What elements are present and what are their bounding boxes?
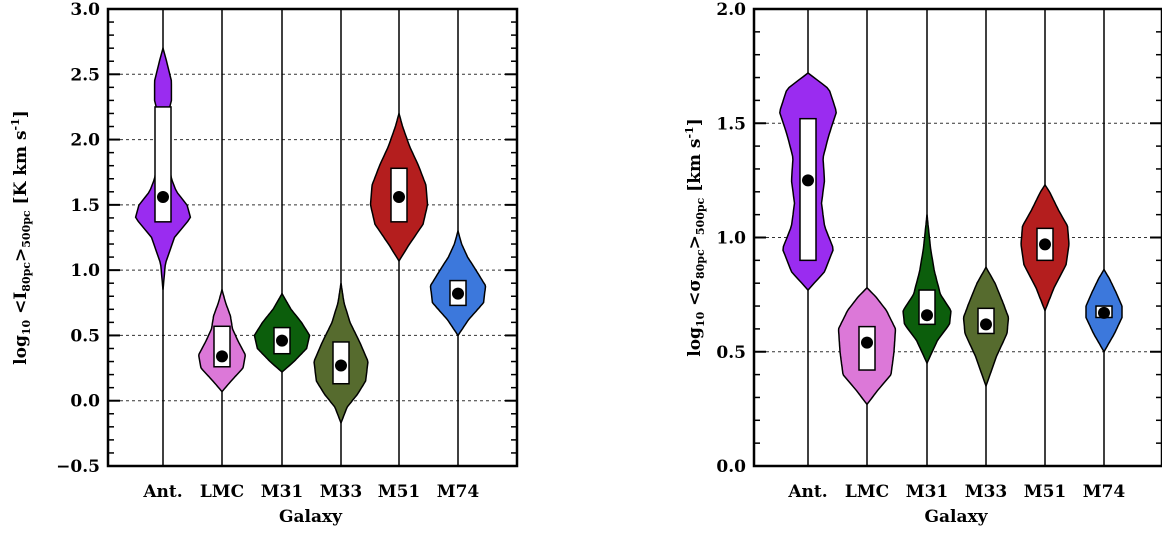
x-axis-title: Galaxy (279, 507, 343, 527)
y-axis-title: log10 <σ80pc>500pc [km s-1] (683, 118, 707, 357)
ytick-label: 2.0 (70, 131, 100, 151)
category-label: M31 (261, 482, 303, 502)
category-label: M33 (965, 482, 1007, 502)
violin-lmc (198, 9, 246, 466)
ytick-label: 0.5 (716, 343, 746, 363)
y-axis-title: log10 <I80pc>500pc [K km s-1] (9, 110, 33, 365)
category-label: M74 (437, 482, 480, 502)
category-label: M33 (320, 482, 362, 502)
category-label: M51 (378, 482, 420, 502)
category-label: M74 (1083, 482, 1126, 502)
iqr-box (799, 117, 817, 262)
category-label: Ant. (142, 482, 182, 502)
median-dot (157, 191, 169, 204)
median-dot (1098, 306, 1110, 319)
ytick-label: 0.5 (70, 326, 100, 346)
ytick-label: 2.5 (70, 65, 100, 85)
ytick-label: 1.0 (70, 261, 100, 281)
median-dot (452, 287, 464, 300)
violin-m31 (902, 9, 952, 466)
violin-body (902, 214, 952, 366)
violin-ant (134, 9, 192, 466)
median-dot (335, 359, 347, 372)
ytick-label: 0.0 (716, 457, 746, 477)
median-dot (216, 350, 228, 363)
category-label: M31 (906, 482, 948, 502)
median-dot (276, 334, 288, 347)
violin-m74 (1085, 9, 1123, 466)
violin-m33 (962, 9, 1010, 466)
plot-frame (106, 7, 519, 468)
violin-m33 (313, 9, 369, 466)
violin-m51 (1020, 9, 1070, 466)
median-dot (980, 318, 992, 331)
ytick-label: 1.5 (716, 114, 746, 134)
category-label: M51 (1024, 482, 1066, 502)
ytick-label: −0.5 (56, 457, 100, 477)
median-dot (861, 336, 873, 349)
violin-lmc (837, 9, 897, 466)
ytick-label: 1.0 (716, 229, 746, 249)
median-dot (802, 174, 814, 187)
median-dot (921, 309, 933, 322)
ytick-label: 1.5 (70, 196, 100, 216)
iqr-box (154, 106, 172, 223)
median-dot (393, 191, 405, 204)
ytick-label: 2.0 (716, 0, 746, 20)
violin-m74 (429, 9, 487, 466)
category-label: Ant. (787, 482, 827, 502)
violin-ant (779, 9, 837, 466)
category-label: LMC (845, 482, 889, 502)
median-dot (1039, 238, 1051, 251)
violin-m31 (253, 9, 311, 466)
ytick-label: 3.0 (70, 0, 100, 20)
chart-panel-velocity-dispersion: 0.0 0.5 1.0 1.5 2.0 Ant. LMC M31 M33 M51 M74 Galaxy… (683, 0, 1162, 527)
x-axis-title: Galaxy (924, 507, 988, 527)
chart-panel-intensity: −0.5 0.0 0.5 1.0 1.5 2.0 2.5 3.0 Ant. LMC M31 M33 M5… (9, 0, 519, 527)
ytick-label: 0.0 (70, 392, 100, 412)
violin-m51 (369, 9, 429, 466)
category-label: LMC (200, 482, 244, 502)
